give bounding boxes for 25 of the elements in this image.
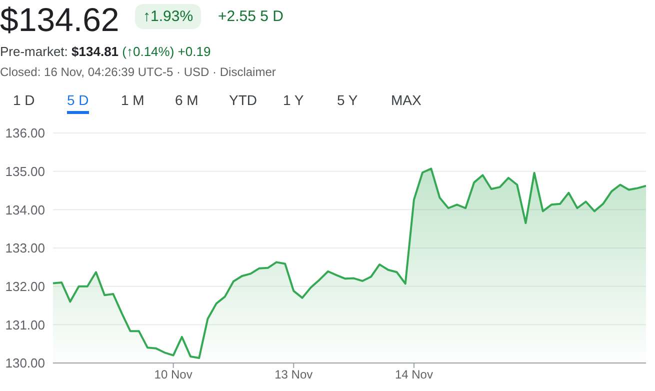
text: 6 M (175, 92, 198, 110)
text: (↑0.14%) +0.19 (122, 44, 211, 59)
text: 5 Y (337, 92, 358, 110)
text: 1 Y (283, 92, 304, 110)
y-tick-label: 136.00 (5, 126, 45, 141)
text: MAX (391, 92, 422, 110)
text: 1 M (121, 92, 144, 110)
text: Closed: 16 Nov, 04:26:39 UTC-5 · USD · Disclaimer (0, 65, 276, 79)
text: YTD (229, 92, 257, 110)
text: +2.55 5 D (218, 8, 284, 25)
y-tick-label: 130.00 (5, 356, 45, 371)
y-tick-label: 133.00 (5, 240, 45, 256)
text: 1 D (13, 92, 35, 110)
text: $134.81 (72, 44, 119, 59)
x-tick-label: 14 Nov (394, 368, 433, 382)
y-tick-label: 131.00 (5, 317, 45, 332)
y-tick-label: 132.00 (5, 278, 45, 294)
text: ↑1.93% (135, 4, 202, 29)
x-tick-label: 10 Nov (154, 368, 192, 382)
x-tick-label: 13 Nov (274, 368, 313, 382)
y-tick-label: 134.00 (5, 202, 45, 218)
chart-title: $134.62 (0, 0, 120, 40)
y-tick-label: 135.00 (5, 164, 45, 179)
text: 5 D (67, 92, 89, 114)
text: Pre-market: (0, 44, 68, 59)
